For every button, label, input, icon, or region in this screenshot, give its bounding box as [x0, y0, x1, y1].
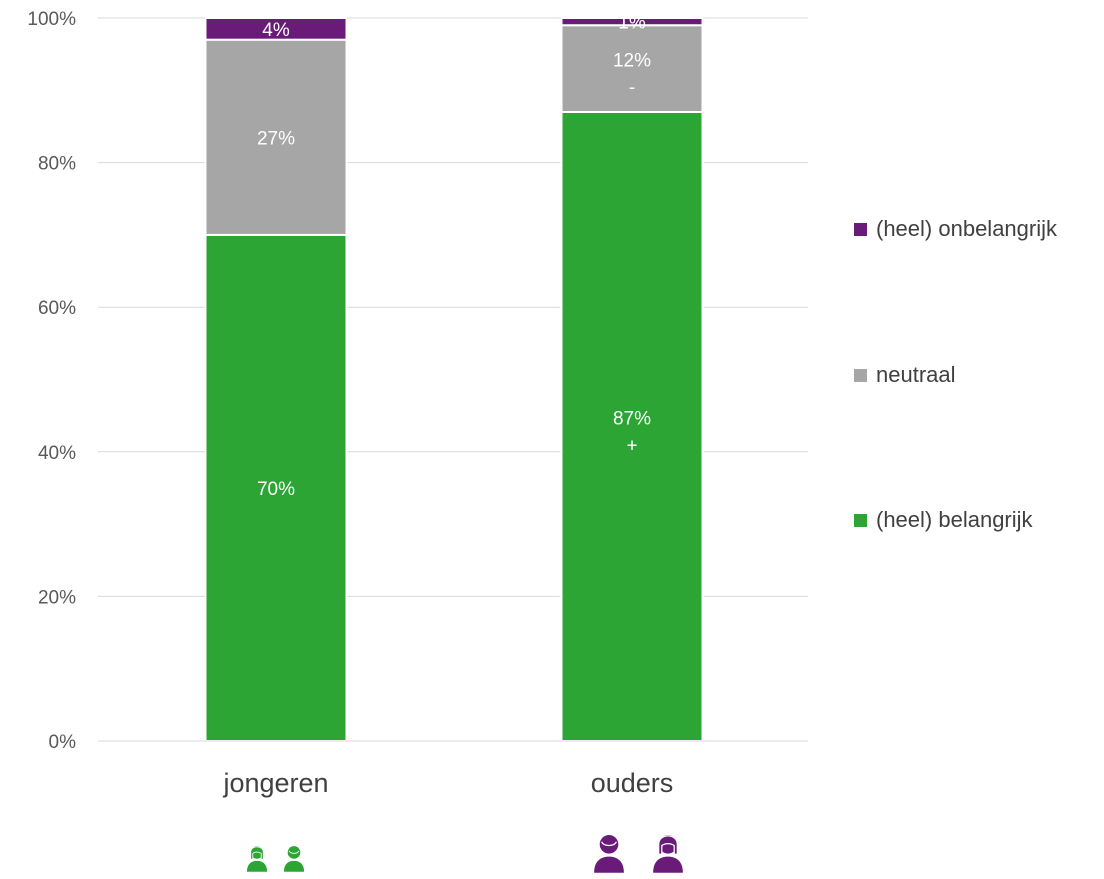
person-icon [283, 846, 305, 872]
data-label: 87% [613, 408, 651, 429]
data-label: 27% [257, 128, 295, 149]
y-tick-label: 60% [38, 298, 76, 319]
person-hair [658, 835, 678, 855]
y-tick-label: 100% [27, 9, 76, 30]
legend-label: (heel) belangrijk [876, 507, 1034, 532]
person-body [594, 856, 624, 873]
x-category-label: jongeren [222, 768, 328, 798]
bar-segment [560, 17, 704, 27]
legend-label: (heel) onbelangrijk [876, 216, 1058, 241]
legend-swatch [854, 514, 867, 527]
bar-segment [204, 38, 348, 236]
y-tick-label: 0% [49, 732, 77, 753]
person-body [246, 860, 268, 872]
data-label: 4% [262, 20, 290, 41]
y-tick-label: 40% [38, 443, 76, 464]
legend-swatch [854, 369, 867, 382]
data-label: 70% [257, 479, 295, 500]
legend: (heel) onbelangrijk neutraal (heel) belang… [854, 216, 1058, 532]
x-category-label: ouders [591, 768, 674, 798]
person-icon [246, 846, 268, 872]
person-icon [594, 834, 624, 873]
bars: 70% 27% 4% 87% +12% - 1% [204, 13, 704, 743]
person-head [599, 834, 619, 854]
data-label: 12% [613, 51, 651, 72]
data-label: 1% [618, 13, 646, 34]
person-face [601, 841, 617, 847]
person-face [288, 850, 300, 854]
y-tick-label: 20% [38, 587, 76, 608]
significance-mark: + [626, 435, 637, 456]
y-tick-label: 80% [38, 154, 76, 175]
person-hair [250, 846, 264, 860]
category-icons [246, 834, 683, 873]
person-icon [653, 834, 683, 873]
y-axis: 0% 20% 40% 60% 80% 100% [27, 9, 76, 753]
bar-segment [560, 24, 704, 113]
person-head [287, 846, 301, 859]
parents-icon [594, 834, 683, 873]
significance-mark: - [629, 78, 635, 99]
person-body [653, 856, 683, 873]
legend-label: neutraal [876, 362, 956, 387]
youth-icon [246, 846, 305, 872]
x-axis: jongeren ouders [98, 740, 808, 798]
bar-segment [204, 17, 348, 41]
person-body [283, 860, 305, 872]
legend-swatch [854, 223, 867, 236]
